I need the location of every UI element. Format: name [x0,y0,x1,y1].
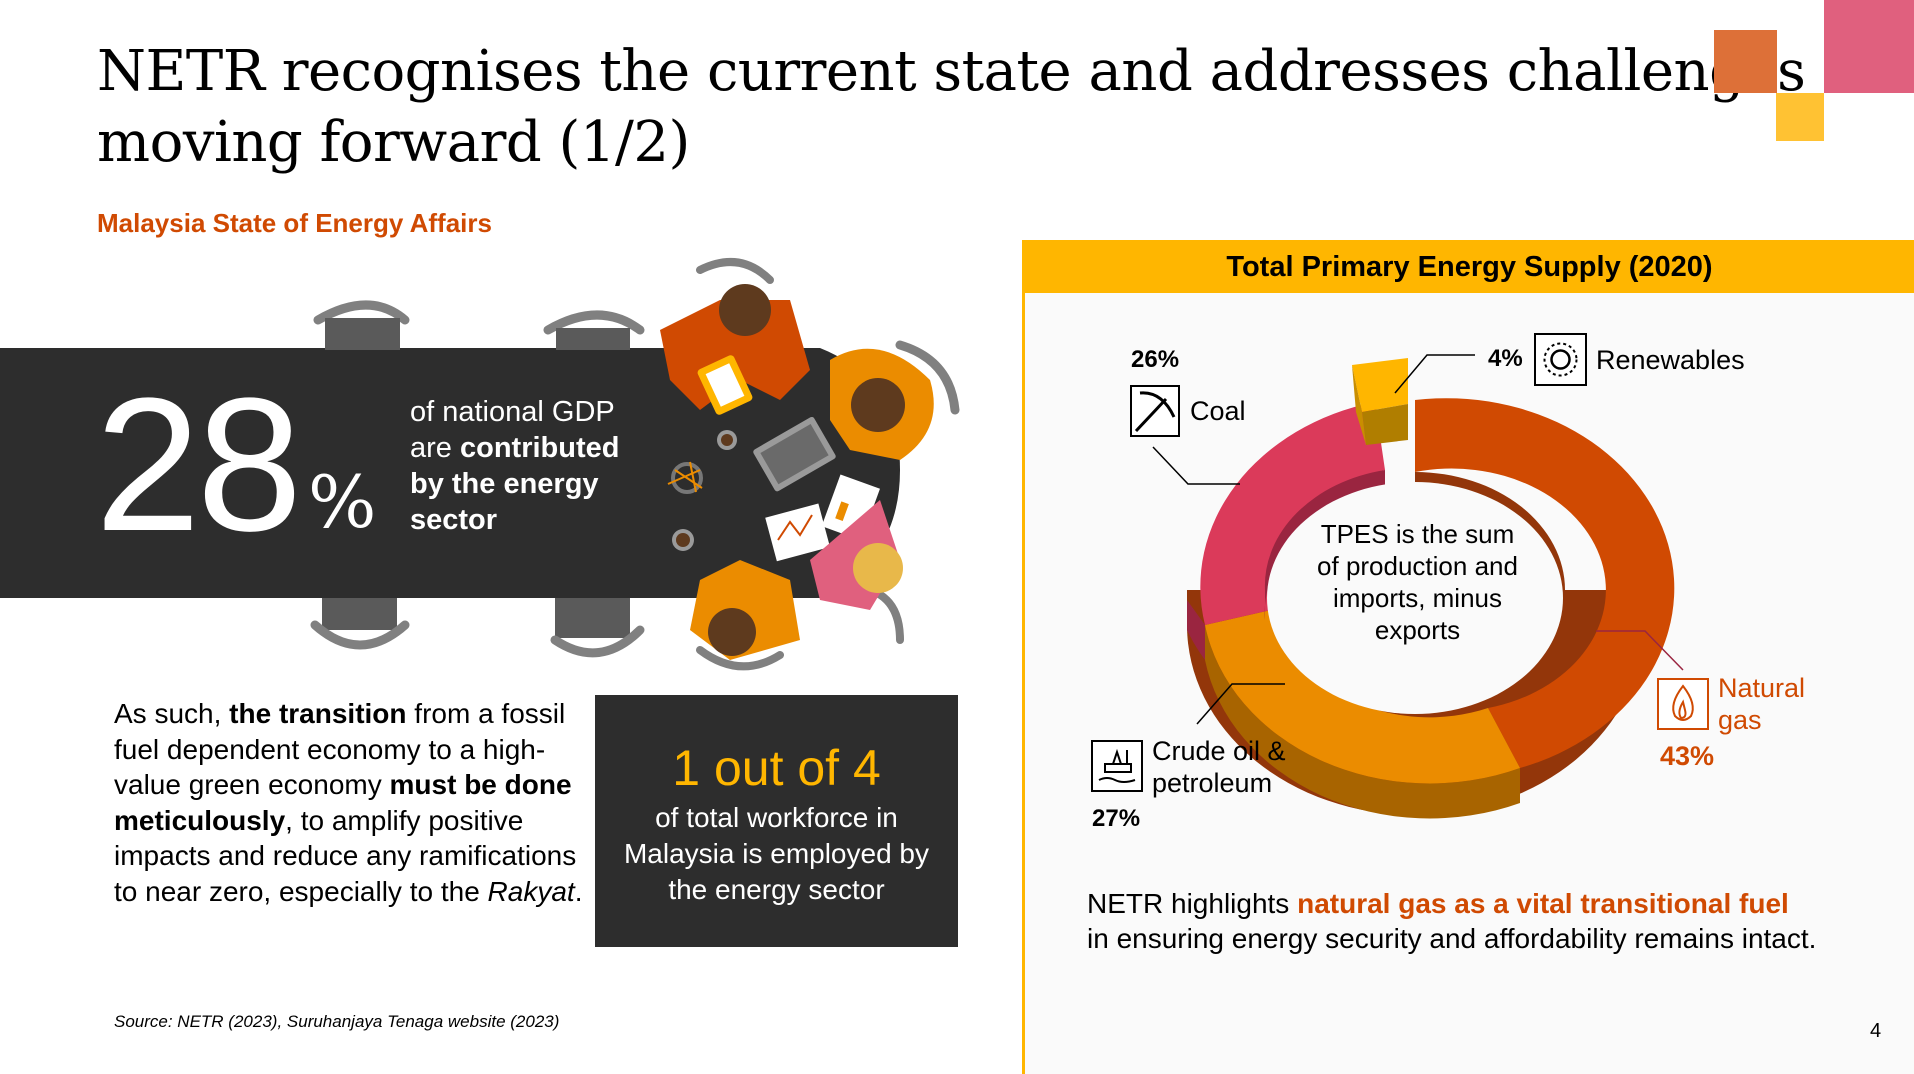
chart-header: Total Primary Energy Supply (2020) [1025,240,1914,293]
workforce-stat-card: 1 out of 4 of total workforce in Malaysi… [595,695,958,947]
page-title: NETR recognises the current state and ad… [97,36,1806,178]
title-line-2: moving forward (1/2) [97,110,690,175]
gdp-description: of national GDP are contributed by the e… [410,394,670,538]
renewables-percent: 4% [1488,345,1523,372]
gdp-line-3: by the energy [410,468,599,500]
natural-gas-percent: 43% [1660,741,1715,771]
deco-square-pink [1824,0,1914,93]
renewables-label: Renewables [1596,345,1745,375]
oil-rig-icon [1091,740,1143,792]
transition-paragraph: As such, the transition from a fossil fu… [114,698,583,907]
natural-gas-label: Natural gas [1718,673,1806,735]
coal-label: Coal [1190,396,1246,426]
coal-percent: 26% [1131,346,1180,373]
source-note: Source: NETR (2023), Suruhanjaya Tenaga … [114,1012,560,1031]
gdp-line-2: are contributed [410,432,620,464]
section-subtitle: Malaysia State of Energy Affairs [97,208,492,238]
deco-square-orange [1714,30,1777,93]
flame-icon [1657,678,1709,730]
sun-icon [1534,333,1587,386]
donut-center-annotation: TPES is the sum of production and import… [1317,519,1518,645]
pickaxe-icon [1130,385,1180,437]
title-line-1: NETR recognises the current state and ad… [97,39,1806,104]
gdp-band [0,348,690,598]
gdp-percent-sign: % [308,460,377,544]
workforce-description: of total workforce in Malaysia is employ… [623,802,930,905]
crude-oil-percent: 27% [1092,805,1141,832]
gdp-line-1: of national GDP [410,396,615,428]
deco-square-yellow [1776,93,1824,141]
workforce-headline: 1 out of 4 [672,740,881,796]
meeting-table-illustration [310,258,960,671]
crude-oil-label: Crude oil & petroleum [1152,736,1286,798]
gdp-percent-value: 28 [95,359,302,571]
natural-gas-highlight: NETR highlights natural gas as a vital t… [1087,888,1817,954]
page-number: 4 [1870,1020,1882,1042]
gdp-line-4: sector [410,504,498,536]
